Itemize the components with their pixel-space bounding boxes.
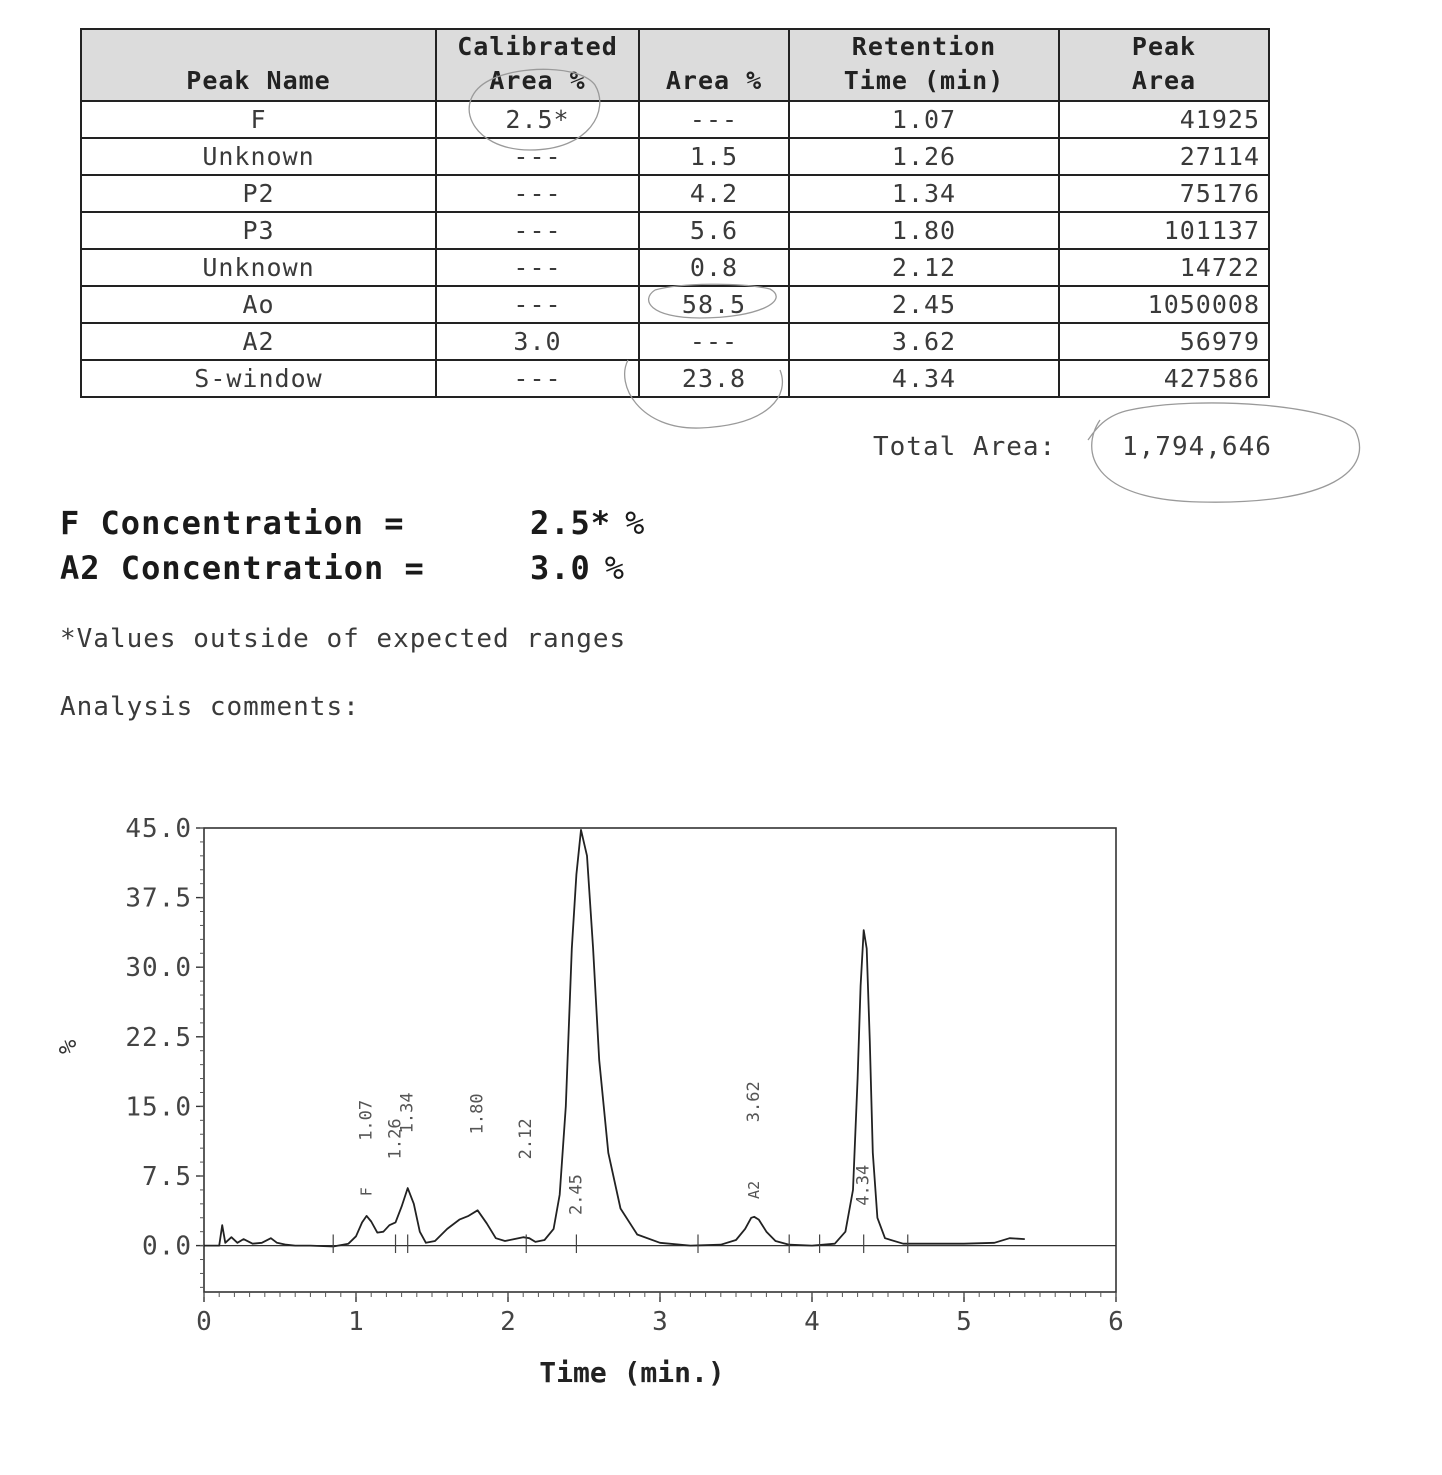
peak-name-label: A2 — [745, 1181, 763, 1199]
area-percent-cell: --- — [638, 100, 790, 139]
area-percent-cell: 5.6 — [638, 211, 790, 250]
peak-name-cell: A2 — [80, 322, 437, 361]
retention-time-cell: 1.80 — [788, 211, 1060, 250]
y-axis-label: % — [54, 1039, 82, 1054]
peak-name-cell: Unknown — [80, 137, 437, 176]
total-area-value: 1,794,646 — [1122, 432, 1272, 462]
calibrated-area-cell: --- — [435, 137, 640, 176]
x-axis-label: Time (min.) — [539, 1356, 724, 1389]
calibrated-area-cell: 2.5* — [435, 100, 640, 139]
peak-results-table: Peak Name Calibrated Area % Area % Retent… — [80, 28, 1270, 398]
area-percent-cell: 58.5 — [638, 285, 790, 324]
peak-area-cell: 14722 — [1058, 248, 1270, 287]
peak-name-cell: P3 — [80, 211, 437, 250]
retention-time-cell: 4.34 — [788, 359, 1060, 398]
a2-concentration-unit: % — [604, 549, 626, 587]
calibrated-area-cell: --- — [435, 211, 640, 250]
retention-time-cell: 2.45 — [788, 285, 1060, 324]
footnote: *Values outside of expected ranges — [60, 624, 627, 654]
peak-time-label: 2.12 — [516, 1118, 536, 1159]
calibrated-area-cell: 3.0 — [435, 322, 640, 361]
table-row: Unknown --- 1.5 1.26 27114 — [80, 137, 1270, 176]
x-tick-label: 6 — [1108, 1307, 1124, 1337]
retention-time-cell: 1.34 — [788, 174, 1060, 213]
table-row: Unknown --- 0.8 2.12 14722 — [80, 248, 1270, 287]
header-retention-time: Retention Time (min) — [788, 28, 1060, 102]
table-row: A2 3.0 --- 3.62 56979 — [80, 322, 1270, 361]
area-percent-cell: 0.8 — [638, 248, 790, 287]
peak-time-label: 1.80 — [468, 1093, 488, 1134]
peak-area-cell: 27114 — [1058, 137, 1270, 176]
retention-time-cell: 2.12 — [788, 248, 1060, 287]
f-concentration-value: 2.5* — [530, 504, 612, 542]
peak-name-cell: S-window — [80, 359, 437, 398]
area-percent-cell: 1.5 — [638, 137, 790, 176]
calibrated-area-cell: --- — [435, 285, 640, 324]
peak-time-label: 4.34 — [854, 1165, 874, 1206]
x-tick-label: 0 — [196, 1307, 212, 1337]
peak-area-cell: 41925 — [1058, 100, 1270, 139]
y-tick-label: 45.0 — [125, 814, 192, 844]
y-tick-label: 15.0 — [125, 1092, 192, 1122]
peak-name-cell: Ao — [80, 285, 437, 324]
header-calibrated-area: Calibrated Area % — [435, 28, 640, 102]
f-concentration-unit: % — [625, 504, 646, 542]
calibrated-area-cell: --- — [435, 174, 640, 213]
peak-time-label: 3.62 — [744, 1081, 764, 1122]
peak-time-label: 1.26 — [386, 1118, 406, 1159]
table-row: S-window --- 23.8 4.34 427586 — [80, 359, 1270, 398]
peak-time-label: 1.07 — [357, 1100, 377, 1141]
area-percent-cell: 23.8 — [638, 359, 790, 398]
header-peak-name: Peak Name — [80, 28, 437, 102]
peak-name-cell: F — [80, 100, 437, 139]
a2-concentration: A2 Concentration = 3.0% — [60, 549, 625, 587]
total-area-label: Total Area: — [873, 432, 1057, 462]
peak-area-cell: 56979 — [1058, 322, 1270, 361]
y-tick-label: 22.5 — [125, 1023, 192, 1053]
plot-frame — [203, 827, 1117, 1293]
table-row: Ao --- 58.5 2.45 1050008 — [80, 285, 1270, 324]
peak-area-cell: 427586 — [1058, 359, 1270, 398]
table-row: P3 --- 5.6 1.80 101137 — [80, 211, 1270, 250]
peak-area-cell: 1050008 — [1058, 285, 1270, 324]
peak-name-label: F — [358, 1187, 376, 1196]
chromatogram-chart: 0.0 7.5 15.0 22.5 30.0 37.5 45.0 0 1 2 3 4 5 6 Time (m… — [54, 814, 1124, 1389]
peak-time-label: 2.45 — [566, 1174, 586, 1215]
retention-time-cell: 1.26 — [788, 137, 1060, 176]
table-row: P2 --- 4.2 1.34 75176 — [80, 174, 1270, 213]
analysis-comments-label: Analysis comments: — [60, 692, 360, 722]
header-area-percent: Area % — [638, 28, 790, 102]
area-percent-cell: 4.2 — [638, 174, 790, 213]
peak-name-cell: Unknown — [80, 248, 437, 287]
a2-concentration-label: A2 Concentration = — [60, 549, 425, 587]
a2-concentration-value: 3.0 — [530, 549, 591, 587]
x-tick-label: 4 — [804, 1307, 820, 1337]
peak-time-label: 1.34 — [398, 1092, 418, 1133]
header-peak-area: Peak Area — [1058, 28, 1270, 102]
peak-name-cell: P2 — [80, 174, 437, 213]
y-tick-label: 30.0 — [125, 953, 192, 983]
y-tick-label: 0.0 — [142, 1232, 192, 1262]
x-tick-label: 2 — [500, 1307, 516, 1337]
table-row: F 2.5* --- 1.07 41925 — [80, 100, 1270, 139]
peak-area-cell: 75176 — [1058, 174, 1270, 213]
peak-area-cell: 101137 — [1058, 211, 1270, 250]
table-header-row: Peak Name Calibrated Area % Area % Retent… — [80, 28, 1270, 102]
chromatogram-trace — [204, 829, 1025, 1248]
y-tick-label: 7.5 — [142, 1162, 192, 1192]
area-percent-cell: --- — [638, 322, 790, 361]
f-concentration: F Concentration = 2.5*% — [60, 504, 645, 542]
calibrated-area-cell: --- — [435, 248, 640, 287]
retention-time-cell: 3.62 — [788, 322, 1060, 361]
f-concentration-label: F Concentration = — [60, 504, 405, 542]
y-tick-label: 37.5 — [125, 884, 192, 914]
x-tick-label: 1 — [348, 1307, 364, 1337]
calibrated-area-cell: --- — [435, 359, 640, 398]
x-tick-label: 3 — [652, 1307, 668, 1337]
retention-time-cell: 1.07 — [788, 100, 1060, 139]
x-tick-label: 5 — [956, 1307, 972, 1337]
